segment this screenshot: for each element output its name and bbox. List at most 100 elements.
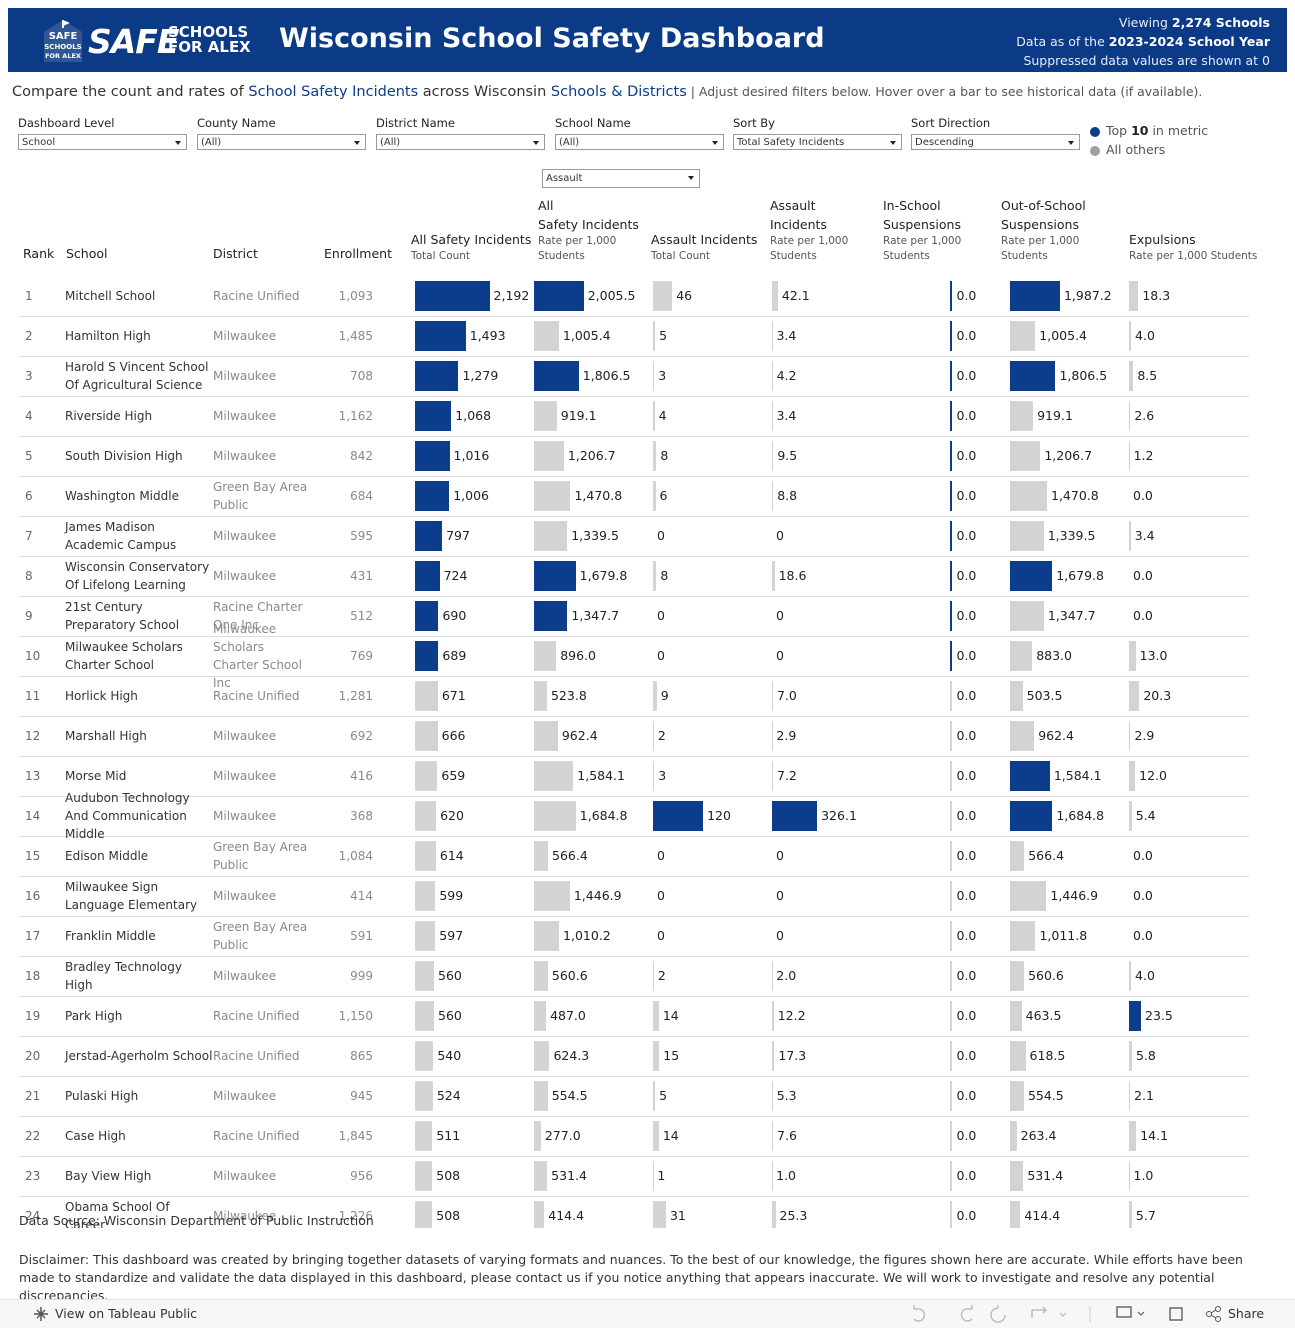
- filter-dropdown[interactable]: (All): [197, 134, 366, 150]
- district-text: Racine Unified: [213, 687, 299, 705]
- bar: [1010, 721, 1034, 751]
- school-text: Horlick High: [65, 687, 138, 705]
- filter-dropdown[interactable]: Descending: [911, 134, 1080, 150]
- bar: [534, 1121, 541, 1151]
- district-text: Racine Unified: [213, 1007, 299, 1025]
- filter-dropdown[interactable]: School: [18, 134, 187, 150]
- bar-label: 0.0: [957, 687, 977, 705]
- district-text: Racine Unified: [213, 1127, 299, 1145]
- bar: [1010, 561, 1052, 591]
- column-header: Rank: [23, 246, 54, 261]
- bar: [415, 601, 438, 631]
- bar: [415, 961, 434, 991]
- bar: [1129, 281, 1138, 311]
- logo-tag-line: FOR ALEX: [168, 40, 251, 55]
- bar: [415, 641, 438, 671]
- metric-subtitle: Rate per 1,000 Students: [1129, 249, 1269, 264]
- header-bar: SAFE SCHOOLS FOR ALEX SAFE SCHOOLS FOR A…: [8, 8, 1287, 72]
- bar-label: 0: [657, 847, 665, 865]
- intro-text: Compare the count and rates of School Sa…: [12, 84, 1202, 100]
- district-text: Milwaukee: [213, 367, 276, 385]
- bar-label: 1.0: [1134, 1167, 1154, 1185]
- school-text: Franklin Middle: [65, 927, 156, 945]
- filter-label: Dashboard Level: [18, 116, 114, 130]
- district-name: Milwaukee: [213, 956, 313, 996]
- bar: [1010, 1161, 1023, 1191]
- filter-dropdown[interactable]: (All): [555, 134, 724, 150]
- bar-label: 7.0: [777, 687, 797, 705]
- bar-label: 263.4: [1021, 1127, 1057, 1145]
- bar: [1129, 721, 1130, 751]
- bar-label: 1,446.9: [574, 887, 622, 905]
- bar: [950, 1201, 952, 1228]
- bar: [1010, 521, 1044, 551]
- bar: [415, 1001, 434, 1031]
- metric-dropdown[interactable]: Assault: [542, 169, 700, 188]
- school-name: Park High: [65, 996, 213, 1036]
- bar-label: 0.0: [957, 527, 977, 545]
- bar-label: 9.5: [777, 447, 797, 465]
- bar: [534, 881, 570, 911]
- bar: [950, 561, 952, 591]
- bar: [534, 481, 570, 511]
- status-text: Viewing: [1119, 15, 1172, 30]
- enrollment: 769: [350, 647, 373, 665]
- logo-badge: SAFE SCHOOLS FOR ALEX: [42, 18, 84, 64]
- rank: 5: [25, 447, 33, 465]
- district-text: Milwaukee: [213, 767, 276, 785]
- metric-title: Suspensions: [883, 215, 995, 234]
- bar-label: 0.0: [957, 1207, 977, 1225]
- filter-dropdown[interactable]: Total Safety Incidents: [733, 134, 902, 150]
- bar-label: 3.4: [776, 327, 796, 345]
- bar: [1010, 601, 1044, 631]
- district-text: Milwaukee: [213, 447, 276, 465]
- bar: [772, 561, 775, 591]
- bar: [1129, 321, 1131, 351]
- bar: [772, 681, 773, 711]
- school-name: Wisconsin Conservatory Of Lifelong Learn…: [65, 556, 213, 596]
- bar-label: 42.1: [782, 287, 810, 305]
- bar: [1129, 1121, 1136, 1151]
- share-button[interactable]: Share: [1228, 1306, 1264, 1321]
- bar: [950, 481, 952, 511]
- bar: [772, 1081, 773, 1111]
- enrollment: 999: [350, 967, 373, 985]
- bar-label: 797: [446, 527, 470, 545]
- rank: 16: [25, 887, 40, 905]
- bar-label: 4.0: [1135, 967, 1155, 985]
- bar-label: 1,339.5: [1048, 527, 1096, 545]
- view-on-tableau[interactable]: View on Tableau Public: [55, 1306, 197, 1321]
- bar-label: 1,987.2: [1064, 287, 1112, 305]
- enrollment: 1,084: [339, 847, 373, 865]
- bar-label: 1,010.2: [563, 927, 611, 945]
- bar: [653, 761, 654, 791]
- bar: [415, 361, 458, 391]
- enrollment: 1,845: [339, 1127, 373, 1145]
- bar-label: 13.0: [1140, 647, 1168, 665]
- bar: [1129, 681, 1139, 711]
- bar-label: 2.9: [776, 727, 796, 745]
- district-text: Milwaukee: [213, 887, 276, 905]
- rank: 8: [25, 567, 33, 585]
- district-name: Milwaukee: [213, 516, 313, 556]
- bar: [415, 521, 442, 551]
- bar: [1010, 1201, 1020, 1228]
- bar-label: 4.0: [1135, 327, 1155, 345]
- district-text: Milwaukee: [213, 407, 276, 425]
- school-text: Park High: [65, 1007, 122, 1025]
- school-text: Edison Middle: [65, 847, 148, 865]
- filter-label: County Name: [197, 116, 276, 130]
- filter-dropdown[interactable]: (All): [376, 134, 545, 150]
- intro-segment[interactable]: School Safety Incidents: [248, 84, 418, 100]
- bar: [1129, 1041, 1132, 1071]
- district-text: Green Bay Area Public: [213, 918, 313, 954]
- metric-title: Incidents: [770, 215, 882, 234]
- metric-title: Assault: [770, 196, 882, 215]
- school-name: Jerstad-Agerholm School: [65, 1036, 213, 1076]
- intro-segment[interactable]: Schools & Districts: [551, 84, 687, 100]
- bar: [1010, 481, 1047, 511]
- bar: [950, 281, 952, 311]
